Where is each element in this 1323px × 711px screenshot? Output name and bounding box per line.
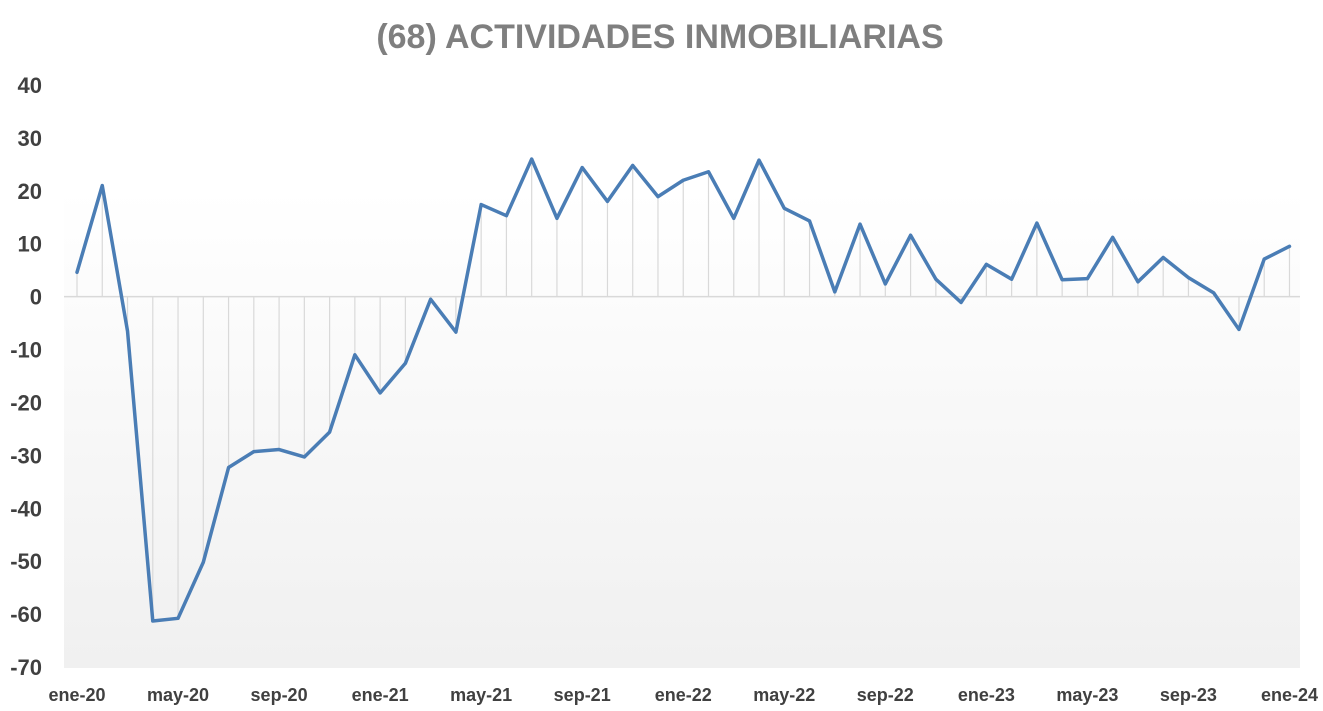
data-point bbox=[378, 391, 382, 395]
x-tick-label: ene-23 bbox=[958, 685, 1015, 705]
x-tick-label: sep-23 bbox=[1160, 685, 1217, 705]
data-point bbox=[1010, 277, 1014, 281]
y-tick-label: -50 bbox=[10, 549, 42, 574]
data-point bbox=[605, 199, 609, 203]
y-tick-label: 0 bbox=[30, 285, 42, 310]
data-point bbox=[1060, 278, 1064, 282]
data-point bbox=[1161, 255, 1165, 259]
data-point bbox=[808, 219, 812, 223]
y-tick-label: -70 bbox=[10, 655, 42, 680]
data-point bbox=[782, 206, 786, 210]
y-tick-label: -10 bbox=[10, 338, 42, 363]
data-point bbox=[580, 166, 584, 170]
y-tick-label: -40 bbox=[10, 496, 42, 521]
data-point bbox=[757, 158, 761, 162]
drop-lines bbox=[76, 159, 1291, 621]
data-point bbox=[656, 195, 660, 199]
data-point bbox=[1136, 280, 1140, 284]
data-point bbox=[530, 157, 534, 161]
data-point bbox=[883, 282, 887, 286]
y-axis-ticks: 40 30 20 10 0 -10 -20 -30 -40 -50 -60 -70 bbox=[10, 73, 42, 680]
x-tick-label: ene-24 bbox=[1261, 685, 1318, 705]
y-tick-label: 20 bbox=[18, 179, 42, 204]
data-point bbox=[429, 297, 433, 301]
x-tick-label: ene-20 bbox=[48, 685, 105, 705]
plot-background bbox=[64, 190, 1300, 668]
y-tick-label: 30 bbox=[18, 126, 42, 151]
y-tick-label: 10 bbox=[18, 232, 42, 257]
data-point bbox=[555, 216, 559, 220]
x-axis-ticks: ene-20 may-20 sep-20 ene-21 may-21 sep-21 ene-… bbox=[48, 685, 1318, 705]
data-point bbox=[100, 184, 104, 188]
data-point bbox=[151, 619, 155, 623]
data-point bbox=[126, 329, 130, 333]
data-point bbox=[504, 214, 508, 218]
x-tick-label: may-20 bbox=[147, 685, 209, 705]
data-point bbox=[1262, 257, 1266, 261]
data-point bbox=[353, 353, 357, 357]
x-tick-label: ene-21 bbox=[352, 685, 409, 705]
data-point bbox=[1287, 244, 1291, 248]
data-point bbox=[681, 178, 685, 182]
y-tick-label: -60 bbox=[10, 602, 42, 627]
data-point bbox=[277, 448, 281, 452]
data-point bbox=[75, 270, 79, 274]
data-point bbox=[227, 466, 231, 470]
series-layer bbox=[75, 157, 1292, 623]
x-tick-label: may-22 bbox=[753, 685, 815, 705]
data-point bbox=[252, 450, 256, 454]
data-point bbox=[1186, 276, 1190, 280]
data-point bbox=[1035, 221, 1039, 225]
data-point bbox=[176, 616, 180, 620]
data-point bbox=[201, 560, 205, 564]
data-point bbox=[328, 430, 332, 434]
data-point bbox=[1111, 235, 1115, 239]
x-tick-label: ene-22 bbox=[655, 685, 712, 705]
data-point bbox=[1237, 327, 1241, 331]
x-tick-label: may-23 bbox=[1056, 685, 1118, 705]
y-tick-label: -30 bbox=[10, 443, 42, 468]
data-point bbox=[302, 455, 306, 459]
data-point bbox=[833, 290, 837, 294]
x-tick-label: sep-20 bbox=[251, 685, 308, 705]
data-point bbox=[1085, 277, 1089, 281]
chart-title: (68) ACTIVIDADES INMOBILIARIAS bbox=[376, 18, 943, 56]
data-point bbox=[959, 300, 963, 304]
data-point bbox=[909, 233, 913, 237]
data-point bbox=[732, 216, 736, 220]
data-point bbox=[403, 361, 407, 365]
x-tick-label: may-21 bbox=[450, 685, 512, 705]
data-point bbox=[707, 170, 710, 174]
data-point bbox=[1212, 291, 1216, 295]
data-point bbox=[984, 262, 988, 266]
data-point bbox=[631, 163, 635, 167]
data-point bbox=[479, 203, 483, 207]
y-tick-label: -20 bbox=[10, 390, 42, 415]
data-point bbox=[858, 222, 862, 226]
x-tick-label: sep-22 bbox=[857, 685, 914, 705]
x-tick-label: sep-21 bbox=[554, 685, 611, 705]
data-point bbox=[934, 277, 938, 281]
y-tick-label: 40 bbox=[18, 73, 42, 98]
data-point bbox=[454, 330, 458, 334]
